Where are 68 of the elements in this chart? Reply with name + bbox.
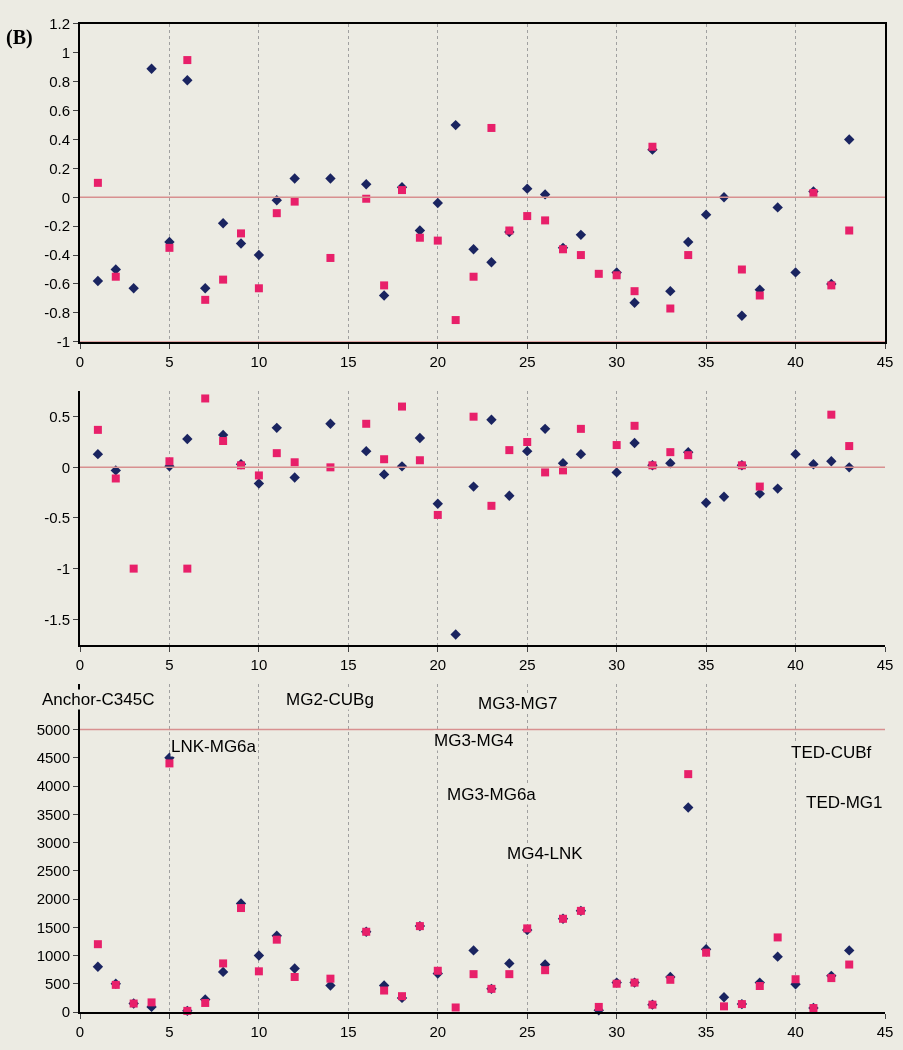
y-tick-label: -1	[56, 332, 70, 350]
annotation: MG4-LNK	[507, 844, 584, 863]
x-tick-label: 15	[339, 655, 357, 673]
x-tick-label: 40	[787, 655, 804, 673]
y-tick-label: 4000	[36, 777, 70, 795]
x-tick-label: 35	[697, 352, 715, 370]
y-tick-label: -0.4	[44, 246, 70, 264]
y-tick-label: 5000	[36, 720, 70, 738]
x-tick-label: 30	[608, 1023, 626, 1040]
x-tick-label: 0	[75, 352, 85, 370]
y-tick-label: 0	[61, 1003, 70, 1021]
y-tick-label: -0.6	[44, 275, 70, 293]
y-tick-label: 500	[44, 975, 70, 992]
x-tick-label: 10	[250, 1023, 268, 1040]
y-tick-label: 2000	[36, 890, 70, 908]
x-tick-label: 5	[165, 1023, 174, 1040]
annotation: TED-MG1	[806, 793, 883, 812]
x-tick-label: 30	[608, 655, 626, 673]
y-tick-label: 1500	[36, 918, 70, 936]
text: (B)	[6, 26, 33, 49]
y-tick-label: 0	[61, 458, 70, 476]
x-tick-label: 10	[250, 352, 268, 370]
y-tick-label: 3500	[36, 805, 70, 823]
x-tick-label: 15	[339, 1023, 357, 1040]
y-tick-label: 2500	[36, 862, 70, 879]
x-tick-label: 20	[429, 352, 447, 370]
x-tick-label: 20	[429, 655, 447, 673]
x-tick-label: 30	[608, 352, 626, 370]
x-tick-label: 15	[339, 352, 357, 370]
x-tick-label: 10	[250, 655, 268, 673]
annotation: LNK-MG6a	[171, 737, 257, 756]
x-tick-label: 35	[697, 655, 715, 673]
y-tick-label: -1.5	[44, 610, 70, 628]
y-tick-label: 3000	[36, 833, 70, 851]
y-tick-label: 1000	[36, 946, 70, 964]
y-tick-label: 0.5	[49, 407, 70, 425]
y-tick-label: -0.5	[44, 509, 70, 527]
annotation: MG3-MG4	[434, 731, 514, 750]
y-tick-label: 1.2	[49, 15, 70, 33]
x-tick-label: 45	[876, 1023, 894, 1040]
x-tick-label: 5	[165, 655, 174, 673]
x-tick-label: 20	[429, 1023, 447, 1040]
y-tick-label: 0.4	[49, 130, 70, 148]
x-tick-label: 25	[518, 352, 536, 370]
y-tick-label: 0.2	[49, 159, 70, 177]
y-tick-label: 0.6	[49, 101, 70, 119]
y-tick-label: 0.8	[49, 72, 70, 90]
y-tick-label: 0	[61, 188, 70, 206]
y-tick-label: -1	[56, 559, 70, 577]
y-tick-label: -0.2	[44, 217, 70, 235]
annotation: TED-CUBf	[791, 743, 872, 762]
x-tick-label: 40	[787, 1023, 804, 1040]
annotation: MG2-CUBg	[286, 690, 374, 709]
x-tick-label: 0	[75, 655, 85, 673]
annotation: MG3-MG7	[478, 694, 558, 713]
x-tick-label: 45	[876, 352, 894, 370]
x-tick-label: 25	[518, 1023, 536, 1040]
annotation: Anchor-C345C	[42, 690, 155, 709]
x-tick-label: 5	[165, 352, 174, 370]
y-tick-label: 1	[61, 44, 70, 62]
x-tick-label: 0	[75, 1023, 85, 1040]
x-tick-label: 35	[697, 1023, 715, 1040]
y-tick-label: -0.8	[44, 304, 70, 322]
x-tick-label: 40	[787, 352, 804, 370]
x-tick-label: 25	[518, 655, 536, 673]
annotation: MG3-MG6a	[447, 785, 537, 804]
x-tick-label: 45	[876, 655, 894, 673]
y-tick-label: 4500	[36, 749, 70, 767]
